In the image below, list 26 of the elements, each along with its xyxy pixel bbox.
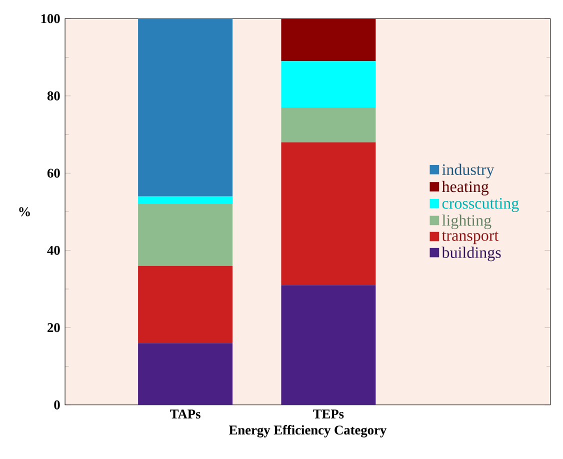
y-tick-label: 60	[47, 168, 60, 178]
bar	[138, 18, 233, 196]
bar	[281, 108, 376, 142]
bar	[138, 204, 233, 266]
y-tick-label: 80	[47, 91, 60, 100]
legend-label: crosscutting	[442, 198, 519, 212]
bar	[281, 285, 376, 405]
y-tick-label: 100	[41, 14, 60, 24]
y-tick-label: 0	[54, 400, 60, 410]
legend-label: buildings	[442, 246, 501, 262]
x-tick-label: TAPs	[170, 410, 200, 419]
bar	[281, 142, 376, 286]
legend-label: transport	[442, 232, 499, 244]
x-axis-title: Energy Efficiency Category	[229, 425, 386, 438]
x-tick-label: TEPs	[313, 410, 344, 418]
legend-label: lighting	[442, 214, 492, 230]
bar	[138, 196, 233, 204]
legend-label: heating	[442, 180, 489, 196]
y-tick-label: 20	[48, 323, 60, 332]
y-axis-title: %	[19, 207, 30, 216]
bar	[281, 18, 376, 62]
bar	[138, 343, 233, 405]
bar	[138, 266, 233, 344]
legend-label: industry	[442, 164, 494, 178]
y-tick-label: 40	[47, 246, 60, 255]
bar	[281, 61, 376, 108]
